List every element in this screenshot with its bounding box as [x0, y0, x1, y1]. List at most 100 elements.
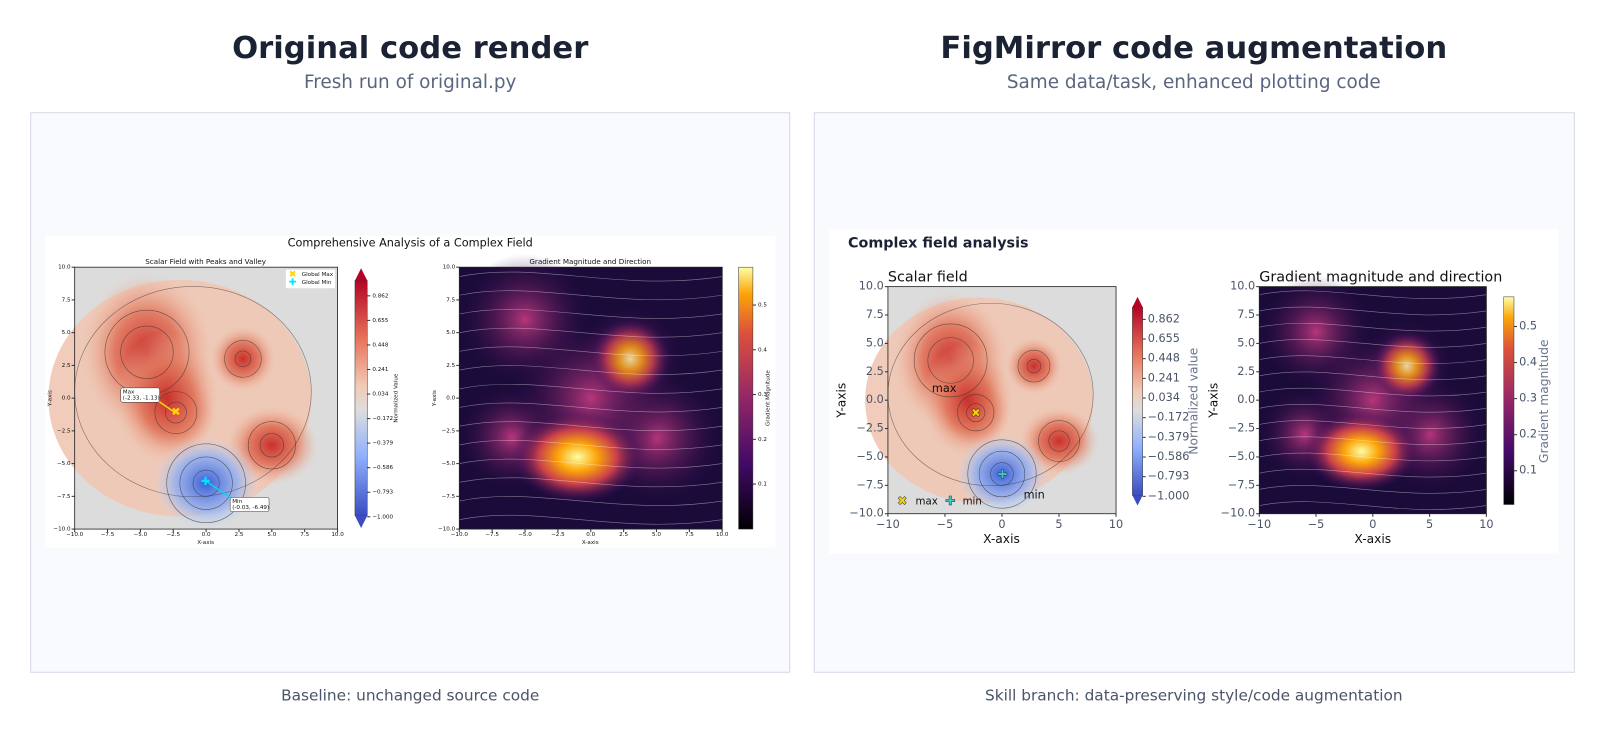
colorbar-extend	[1132, 296, 1143, 308]
y-tick-label: −5.0	[1228, 450, 1255, 463]
streamline	[459, 421, 723, 431]
y-tick-label: −7.5	[1228, 478, 1255, 491]
field-peak	[1005, 337, 1063, 395]
x-tick-label: 2.5	[235, 532, 244, 538]
axes-title: Gradient magnitude and direction	[1259, 269, 1502, 285]
legend-marker: ✚	[289, 277, 297, 288]
panel-subtitle: Same data/task, enhanced plotting code	[1007, 72, 1381, 93]
colorbar-label: Gradient Magnitude	[766, 370, 772, 426]
colorbar	[1503, 296, 1515, 505]
field-peak	[210, 325, 276, 392]
colorbar-tick-label: 0.4	[758, 347, 767, 353]
x-tick-label: 2.5	[619, 532, 628, 538]
x-tick-label: −5	[937, 518, 954, 531]
streamline	[459, 514, 723, 525]
y-tick-label: −10.0	[1221, 507, 1255, 520]
streamline	[459, 346, 723, 357]
colorbar-tick-label: −0.172	[372, 416, 393, 422]
colorbar-tick-label: 0.448	[372, 342, 388, 348]
y-tick-label: 10.0	[859, 280, 884, 293]
x-tick-label: 10.0	[331, 532, 344, 538]
x-tick-label: 5.0	[267, 532, 276, 538]
y-tick-label: 2.5	[866, 365, 884, 378]
legend-label: min	[963, 496, 982, 507]
annotation-box	[229, 497, 270, 512]
x-tick-label: 7.5	[300, 532, 309, 538]
colorbar-tick-label: 0.655	[372, 318, 388, 324]
y-tick-label: −2.5	[1228, 422, 1255, 435]
x-tick-label: −5.0	[518, 532, 532, 538]
x-tick-label: −7.5	[101, 532, 115, 538]
y-tick-label: 2.5	[62, 363, 71, 369]
y-tick-label: 5.0	[866, 336, 884, 349]
streamline	[459, 458, 723, 469]
streamline	[1259, 436, 1487, 445]
y-tick-label: 0.0	[446, 396, 455, 402]
colorbar-tick-label: 0.2	[1519, 428, 1537, 441]
contour-line	[1026, 358, 1042, 374]
colorbar	[1132, 306, 1143, 496]
panel-subtitle: Fresh run of original.py	[304, 72, 517, 93]
streamline	[459, 383, 723, 394]
colorbar-tick-label: 0.1	[1519, 464, 1537, 477]
y-tick-label: 0.0	[1237, 393, 1255, 406]
min-marker: ✚	[201, 475, 210, 488]
magnitude-peak	[511, 411, 644, 504]
annotation-text: Max	[123, 389, 135, 395]
y-tick-label: 7.5	[1237, 308, 1255, 321]
y-tick-label: 2.5	[1237, 365, 1255, 378]
y-tick-label: 0.0	[62, 396, 71, 402]
y-tick-label: −10.0	[53, 527, 71, 533]
contour-line	[957, 394, 995, 432]
y-tick-label: −7.5	[857, 478, 884, 491]
colorbar-tick-label: −0.586	[372, 465, 393, 471]
x-tick-label: 7.5	[685, 532, 694, 538]
colorbar-extend	[354, 515, 368, 529]
x-axis-label: X-axis	[582, 540, 599, 546]
streamline	[1259, 468, 1487, 478]
y-tick-label: −10.0	[438, 527, 456, 533]
y-tick-label: 7.5	[62, 297, 71, 303]
field-valley	[956, 434, 1048, 514]
legend-marker: ✖	[897, 494, 907, 508]
y-tick-label: 2.5	[446, 363, 455, 369]
x-tick-label: −2.5	[166, 532, 180, 538]
streamline	[1259, 452, 1487, 462]
streamline	[1259, 306, 1487, 316]
y-tick-label: 0.0	[866, 393, 884, 406]
colorbar-tick-label: 0.3	[1519, 392, 1537, 405]
x-tick-label: 5	[1426, 518, 1433, 531]
colorbar-tick-label: 0.241	[372, 367, 388, 373]
figure-title: Complex field analysis	[848, 236, 1028, 252]
x-tick-label: 10	[1109, 518, 1123, 531]
streamline	[459, 365, 723, 375]
colorbar-tick-label: −1.000	[1148, 489, 1190, 502]
colorbar-tick-label: −1.000	[372, 514, 393, 520]
y-tick-label: −5.0	[57, 461, 71, 467]
x-tick-label: 0	[998, 518, 1005, 531]
contour-line	[247, 421, 296, 470]
y-tick-label: 7.5	[446, 297, 455, 303]
max-marker: ✖	[171, 405, 180, 418]
x-tick-label: −5	[1308, 518, 1325, 531]
y-tick-label: 5.0	[1237, 336, 1255, 349]
x-tick-label: 10	[1479, 518, 1493, 531]
x-tick-label: −10.0	[451, 532, 469, 538]
streamline	[1259, 387, 1487, 397]
colorbar-tick-label: −0.172	[1148, 411, 1190, 424]
streamline	[459, 440, 723, 450]
y-tick-label: −7.5	[442, 494, 456, 500]
colorbar-label: Normalized Value	[393, 373, 399, 423]
magnitude-peak	[590, 319, 670, 399]
field-peak	[114, 332, 220, 464]
x-axis-label: X-axis	[1354, 532, 1391, 546]
streamline	[1259, 322, 1487, 332]
streamline	[1259, 371, 1487, 381]
colorbar-tick-label: 0.5	[1519, 320, 1537, 333]
colorbar-tick-label: −0.793	[372, 490, 393, 496]
colorbar-label: Normalized value	[1186, 348, 1200, 455]
contour-line	[259, 433, 284, 458]
x-tick-label: −10.0	[66, 532, 84, 538]
annotation-text: Min	[232, 499, 242, 505]
annotation-box	[120, 387, 160, 403]
